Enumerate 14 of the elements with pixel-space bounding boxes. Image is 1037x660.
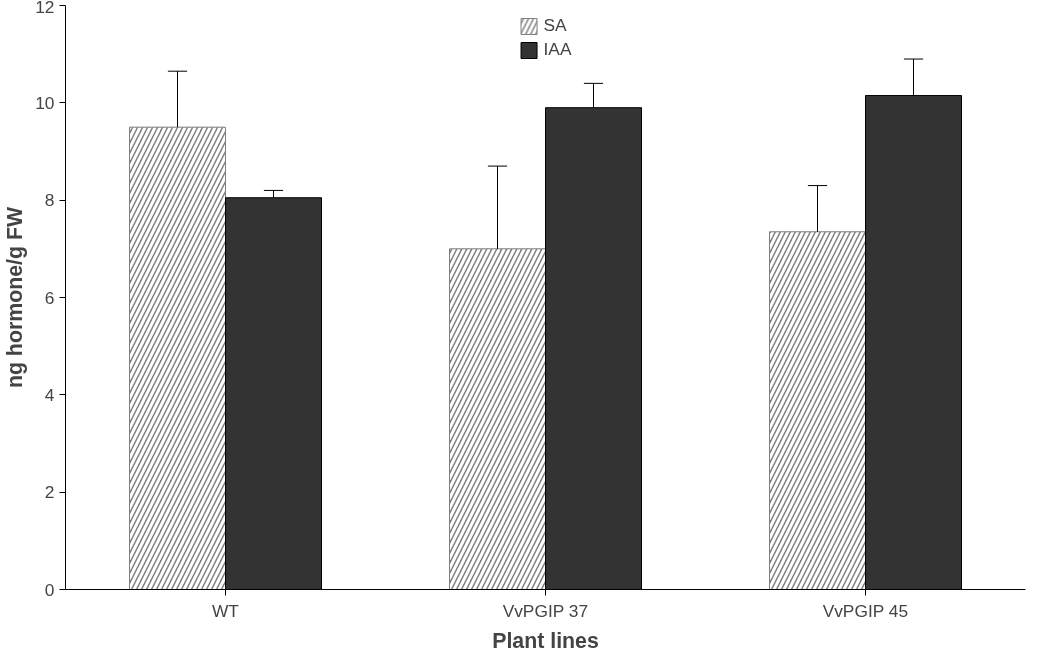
x-axis-title: Plant lines bbox=[492, 628, 599, 653]
x-tick-label: WT bbox=[212, 600, 240, 621]
y-tick-label: 2 bbox=[44, 482, 55, 503]
x-tick-label: VvPGIP 37 bbox=[502, 600, 589, 621]
y-tick-label: 12 bbox=[35, 0, 55, 17]
legend-label: IAA bbox=[543, 39, 572, 60]
legend-label: SA bbox=[543, 15, 567, 36]
y-axis-title: ng hormone/g FW bbox=[3, 206, 28, 389]
y-tick-label: 6 bbox=[44, 287, 55, 308]
y-tick-label: 0 bbox=[44, 579, 55, 600]
y-tick-label: 10 bbox=[35, 92, 55, 113]
x-tick-label: VvPGIP 45 bbox=[822, 600, 909, 621]
y-tick-label: 8 bbox=[44, 190, 55, 211]
y-tick-label: 4 bbox=[44, 384, 55, 405]
